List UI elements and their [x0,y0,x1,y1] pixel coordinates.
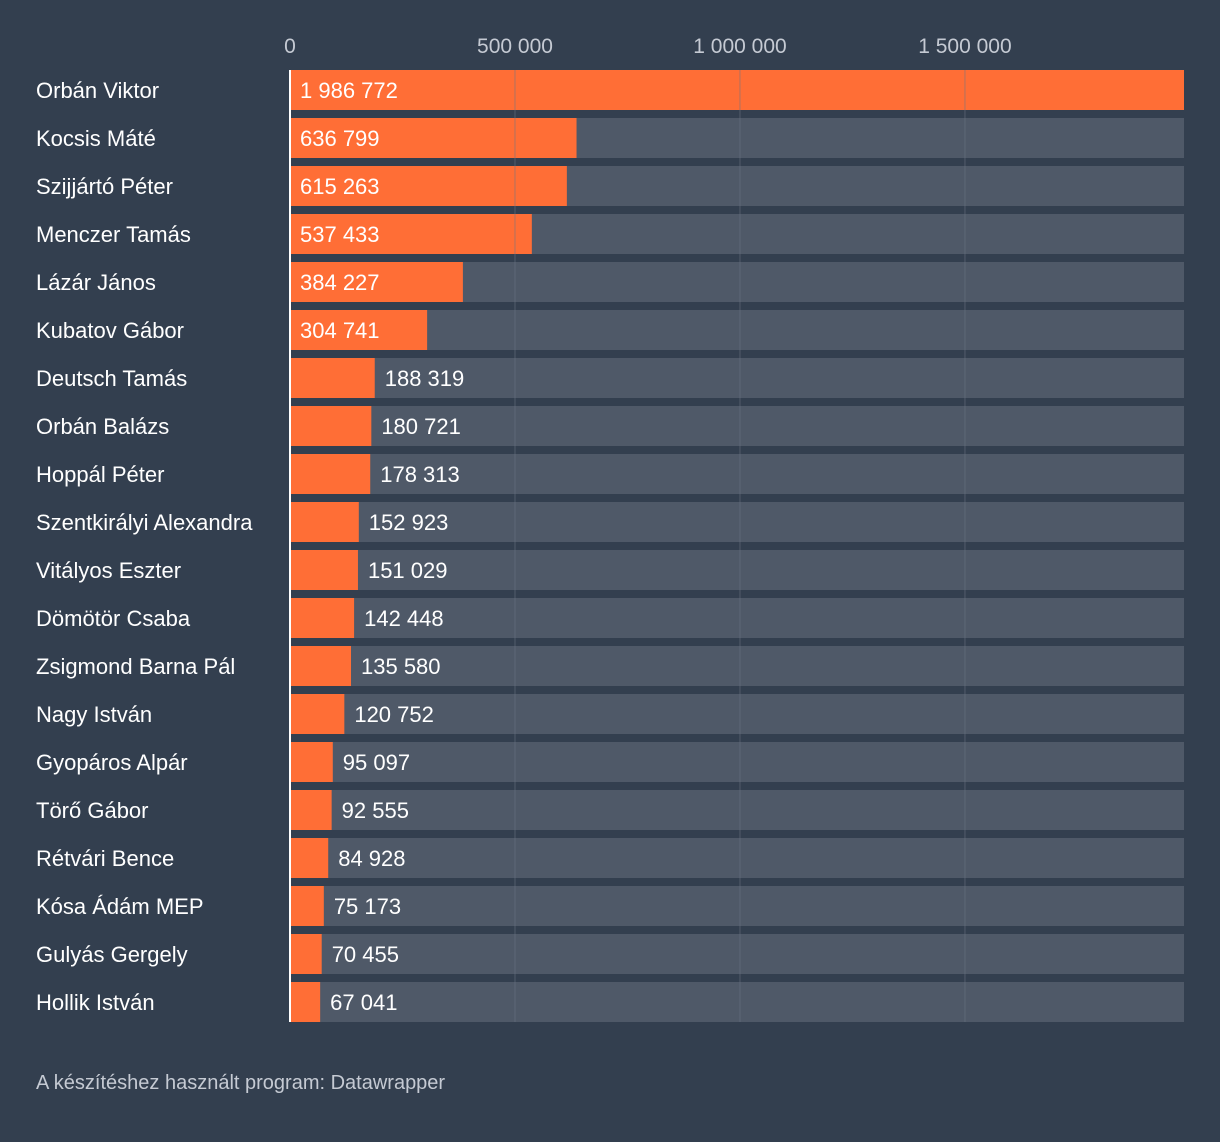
bar [290,310,428,350]
value-label: 151 029 [368,558,448,583]
x-tick-label: 0 [284,35,296,58]
bar [290,70,1184,110]
bar-track [290,406,1184,446]
value-label: 142 448 [364,606,444,631]
gridlines [514,70,966,1022]
value-label: 178 313 [380,462,460,487]
value-label: 92 555 [342,798,409,823]
bar-track [290,550,1184,590]
category-label: Törő Gábor [36,798,149,823]
bar [290,118,577,158]
bar [290,598,355,638]
category-label: Gulyás Gergely [36,942,188,967]
value-label: 304 741 [300,318,380,343]
bar-track [290,838,1184,878]
value-label: 152 923 [369,510,449,535]
category-label: Rétvári Bence [36,846,174,871]
category-label: Hoppál Péter [36,462,164,487]
value-label: 84 928 [338,846,405,871]
bar-track [290,598,1184,638]
bar [290,646,352,686]
bar [290,550,358,590]
value-label: 537 433 [300,222,380,247]
bar [290,694,345,734]
value-label: 1 986 772 [300,78,398,103]
x-tick-label: 1 000 000 [693,35,786,58]
value-label: 615 263 [300,174,380,199]
category-label: Menczer Tamás [36,222,191,247]
bar-track [290,358,1184,398]
bar [290,742,333,782]
bar [290,982,321,1022]
bar [290,790,332,830]
bar [290,262,463,302]
category-label: Kósa Ádám MEP [36,894,204,919]
category-label: Kubatov Gábor [36,318,184,343]
category-label: Hollik István [36,990,155,1015]
x-tick-label: 500 000 [477,35,553,58]
value-label: 180 721 [381,414,461,439]
bar-track [290,694,1184,734]
category-label: Orbán Balázs [36,414,169,439]
bar-track [290,886,1184,926]
value-label: 120 752 [354,702,434,727]
category-label: Vitályos Eszter [36,558,181,583]
bar-track [290,310,1184,350]
bar [290,934,322,974]
bar [290,838,329,878]
value-label: 67 041 [330,990,397,1015]
bar [290,502,359,542]
value-label: 636 799 [300,126,380,151]
category-label: Szijjártó Péter [36,174,173,199]
bar [290,886,324,926]
bar [290,214,532,254]
bar [290,406,372,446]
value-label: 188 319 [385,366,465,391]
bar-track [290,502,1184,542]
value-label: 75 173 [334,894,401,919]
bar [290,454,371,494]
category-label: Kocsis Máté [36,126,156,151]
value-label: 95 097 [343,750,410,775]
value-label: 384 227 [300,270,380,295]
bar [290,166,567,206]
category-label: Nagy István [36,702,152,727]
chart-rows: Orbán Viktor 1 986 772 Kocsis Máté 636 799 S… [36,70,1184,1022]
category-label: Lázár János [36,270,156,295]
footer-credit: A készítéshez használt program: Datawrap… [36,1072,446,1094]
category-label: Szentkirályi Alexandra [36,510,253,535]
bar [290,358,375,398]
bar-track [290,646,1184,686]
x-axis-ticks: 0 500 000 1 000 000 1 500 000 [284,35,1012,58]
category-label: Dömötör Csaba [36,606,191,631]
x-tick-label: 1 500 000 [918,35,1011,58]
category-label: Orbán Viktor [36,78,159,103]
bar-track [290,934,1184,974]
value-label: 70 455 [332,942,399,967]
category-label: Gyopáros Alpár [36,750,188,775]
bar-track [290,790,1184,830]
bar-track [290,454,1184,494]
value-label: 135 580 [361,654,441,679]
bar-track [290,742,1184,782]
category-label: Zsigmond Barna Pál [36,654,235,679]
bar-track [290,982,1184,1022]
category-label: Deutsch Tamás [36,366,187,391]
